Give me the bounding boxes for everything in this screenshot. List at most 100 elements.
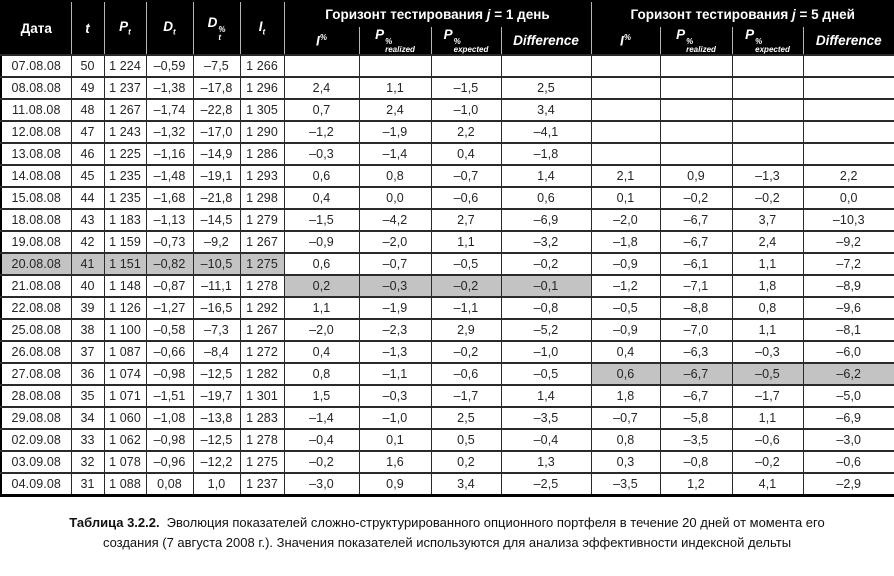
table-cell bbox=[590, 76, 661, 100]
table-cell: 2,4 bbox=[283, 76, 360, 100]
table-cell: –1,2 bbox=[590, 274, 661, 298]
table-row: 19.08.08 42 1 159 –0,73 –9,2 1 267 –0,9 –2,0 1,1… bbox=[0, 230, 894, 254]
subcolumn-header-horizon-j1-difference: Difference bbox=[500, 27, 592, 56]
table-row: 02.09.08 33 1 062 –0,98 –12,5 1 278 –0,4 0,1 0,5… bbox=[0, 428, 894, 452]
table-cell: 0,9 bbox=[358, 472, 432, 496]
table-cell: –1,38 bbox=[145, 76, 194, 100]
column-header-p-t: Pt bbox=[103, 0, 147, 56]
table-cell: –0,7 bbox=[430, 164, 502, 188]
table-cell: –1,8 bbox=[500, 142, 592, 166]
table-cell: –6,7 bbox=[659, 230, 733, 254]
table-cell: 0,3 bbox=[590, 450, 661, 474]
table-cell: 32 bbox=[70, 450, 105, 474]
table-cell: 14.08.08 bbox=[0, 164, 72, 188]
table-cell: 0,7 bbox=[283, 98, 360, 122]
table-cell: –0,73 bbox=[145, 230, 194, 254]
table-cell: 42 bbox=[70, 230, 105, 254]
table-cell: 1 225 bbox=[103, 142, 147, 166]
table-cell bbox=[802, 120, 894, 144]
table-cell: –7,2 bbox=[802, 252, 894, 276]
table-cell: –14,9 bbox=[192, 142, 241, 166]
table-cell bbox=[590, 98, 661, 122]
table-cell: –1,2 bbox=[283, 120, 360, 144]
table-cell: –5,0 bbox=[802, 384, 894, 408]
table-cell: –1,08 bbox=[145, 406, 194, 430]
table-cell bbox=[590, 142, 661, 166]
table-cell: –1,27 bbox=[145, 296, 194, 320]
table-cell: –3,5 bbox=[590, 472, 661, 496]
table-cell: 1 296 bbox=[239, 76, 285, 100]
table-cell: 1 305 bbox=[239, 98, 285, 122]
table-cell: 04.09.08 bbox=[0, 472, 72, 496]
table-cell bbox=[802, 98, 894, 122]
table-cell: –0,1 bbox=[500, 274, 592, 298]
table-cell: 0,4 bbox=[430, 142, 502, 166]
table-cell: –1,4 bbox=[358, 142, 432, 166]
table-cell: 41 bbox=[70, 252, 105, 276]
table-cell: 1 060 bbox=[103, 406, 147, 430]
table-cell bbox=[358, 54, 432, 78]
table-cell: –6,0 bbox=[802, 340, 894, 364]
table-cell: 1,1 bbox=[358, 76, 432, 100]
table-cell: 1 293 bbox=[239, 164, 285, 188]
table-cell: 19.08.08 bbox=[0, 230, 72, 254]
group-header-horizon-j5: Горизонт тестирования j = 5 дней bbox=[590, 0, 894, 27]
table-cell: –8,1 bbox=[802, 318, 894, 342]
table-cell: 1 183 bbox=[103, 208, 147, 232]
column-header-i-t: It bbox=[239, 0, 285, 56]
table-cell: –16,5 bbox=[192, 296, 241, 320]
table-cell: –3,2 bbox=[500, 230, 592, 254]
table-cell: 0,0 bbox=[358, 186, 432, 210]
table-cell: 0,5 bbox=[430, 428, 502, 452]
table-cell: –0,82 bbox=[145, 252, 194, 276]
table-cell: 0,8 bbox=[590, 428, 661, 452]
table-cell: –6,7 bbox=[659, 362, 733, 386]
table-cell: –1,74 bbox=[145, 98, 194, 122]
table-cell: –0,3 bbox=[283, 142, 360, 166]
table-cell: –1,16 bbox=[145, 142, 194, 166]
table-cell bbox=[731, 142, 804, 166]
table-cell bbox=[731, 54, 804, 78]
table-cell: –6,2 bbox=[802, 362, 894, 386]
table-cell: –0,59 bbox=[145, 54, 194, 78]
table-cell: –12,5 bbox=[192, 362, 241, 386]
table-cell: 1,3 bbox=[500, 450, 592, 474]
table-cell: 1,4 bbox=[500, 164, 592, 188]
table-cell: 1 078 bbox=[103, 450, 147, 474]
table-cell: 2,1 bbox=[590, 164, 661, 188]
table-cell: 1 224 bbox=[103, 54, 147, 78]
table-cell: 1 282 bbox=[239, 362, 285, 386]
table-cell: 22.08.08 bbox=[0, 296, 72, 320]
table-cell: 0,9 bbox=[659, 164, 733, 188]
table-cell: 1 292 bbox=[239, 296, 285, 320]
table-cell: –3,0 bbox=[802, 428, 894, 452]
table-cell: 2,2 bbox=[430, 120, 502, 144]
table-header: Дата t Pt Dt D% t It Горизонт тестирования j = … bbox=[0, 0, 894, 56]
table-cell: –0,5 bbox=[430, 252, 502, 276]
table-cell: 36 bbox=[70, 362, 105, 386]
table-cell: –6,1 bbox=[659, 252, 733, 276]
table-cell: 37 bbox=[70, 340, 105, 364]
table-row: 25.08.08 38 1 100 –0,58 –7,3 1 267 –2,0 –2,3 2,9… bbox=[0, 318, 894, 342]
table-cell: 0,2 bbox=[430, 450, 502, 474]
table-cell bbox=[430, 54, 502, 78]
table-cell: –2,0 bbox=[590, 208, 661, 232]
table-cell: 1,1 bbox=[430, 230, 502, 254]
table-cell: –7,0 bbox=[659, 318, 733, 342]
table-cell: 1 275 bbox=[239, 252, 285, 276]
table-cell: 1 237 bbox=[103, 76, 147, 100]
table-cell: 1 159 bbox=[103, 230, 147, 254]
table-cell: –1,32 bbox=[145, 120, 194, 144]
table-cell bbox=[659, 120, 733, 144]
table-cell: 1 071 bbox=[103, 384, 147, 408]
table-cell: –1,0 bbox=[358, 406, 432, 430]
table-cell: 0,8 bbox=[283, 362, 360, 386]
table-cell: –1,4 bbox=[283, 406, 360, 430]
table-cell: –1,68 bbox=[145, 186, 194, 210]
table-row: 08.08.08 49 1 237 –1,38 –17,8 1 296 2,4 1,1 –1,5… bbox=[0, 76, 894, 100]
table-cell: –0,9 bbox=[283, 230, 360, 254]
table-cell: 1 100 bbox=[103, 318, 147, 342]
table-cell: –0,9 bbox=[590, 318, 661, 342]
table-cell: –0,66 bbox=[145, 340, 194, 364]
table-cell: 3,4 bbox=[500, 98, 592, 122]
